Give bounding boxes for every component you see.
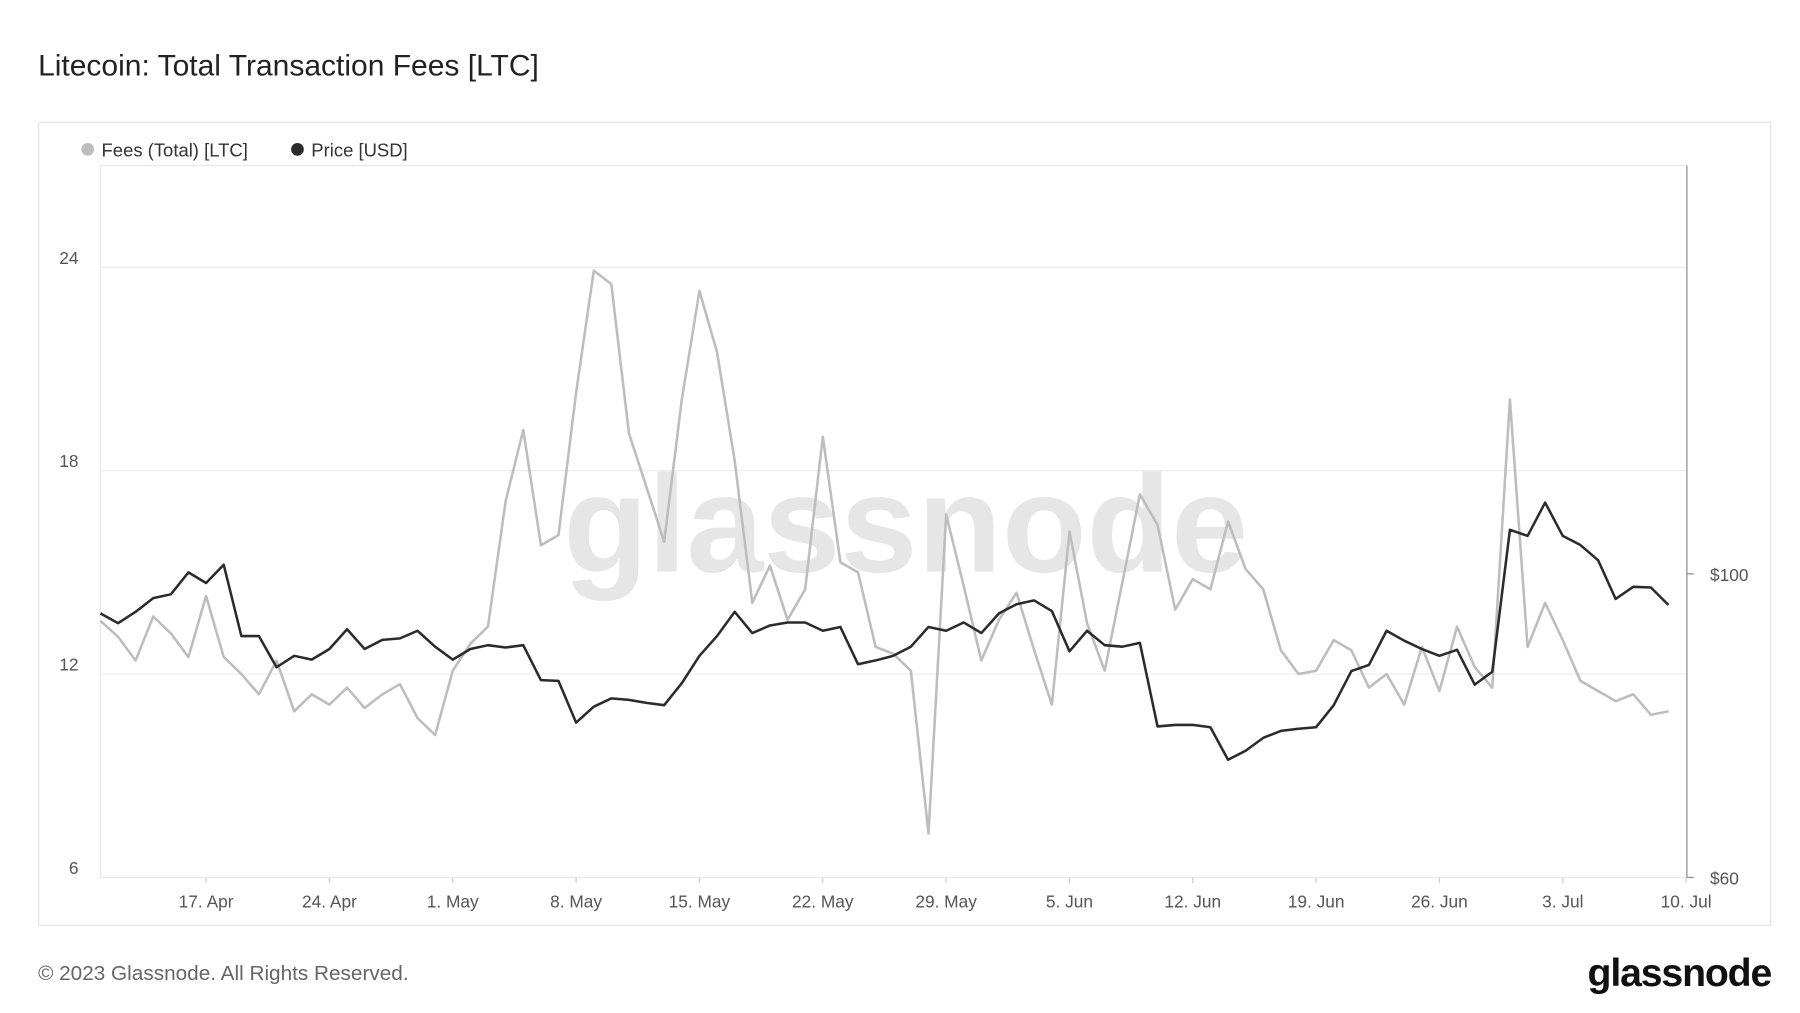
x-tick-label: 1. May xyxy=(427,891,479,911)
x-tick-label: 15. May xyxy=(669,891,731,911)
legend-marker xyxy=(81,143,95,156)
legend-label: Price [USD] xyxy=(311,139,407,160)
x-tick-label: 22. May xyxy=(792,891,854,911)
series-line xyxy=(99,501,1670,762)
legend-label: Fees (Total) [LTC] xyxy=(102,139,248,160)
x-tick-label: 12. Jun xyxy=(1164,891,1221,911)
y-tick-label: 12 xyxy=(59,655,78,675)
copyright: © 2023 Glassnode. All Rights Reserved. xyxy=(38,962,409,985)
x-tick-label: 10. Jul xyxy=(1661,891,1712,911)
series-line xyxy=(99,269,1669,835)
x-tick-label: 3. Jul xyxy=(1542,891,1583,911)
x-tick-label: 29. May xyxy=(915,891,977,911)
y-tick-label: 6 xyxy=(69,858,79,878)
x-tick-label: 5. Jun xyxy=(1046,891,1093,911)
x-tick-label: 17. Apr xyxy=(179,891,234,911)
y2-tick-label: $100 xyxy=(1710,565,1748,585)
logo: glassnode xyxy=(1588,951,1772,995)
x-tick-label: 24. Apr xyxy=(302,891,357,911)
y-tick-label: 24 xyxy=(59,248,79,268)
x-tick-label: 19. Jun xyxy=(1288,891,1345,911)
y-tick-label: 18 xyxy=(59,451,78,471)
x-tick-label: 8. May xyxy=(550,891,602,911)
y2-tick-label: $60 xyxy=(1710,868,1739,888)
x-tick-label: 26. Jun xyxy=(1411,891,1468,911)
legend-marker xyxy=(291,143,304,156)
chart-frame xyxy=(38,121,1772,926)
chart-title: Litecoin: Total Transaction Fees [LTC] xyxy=(38,50,539,83)
